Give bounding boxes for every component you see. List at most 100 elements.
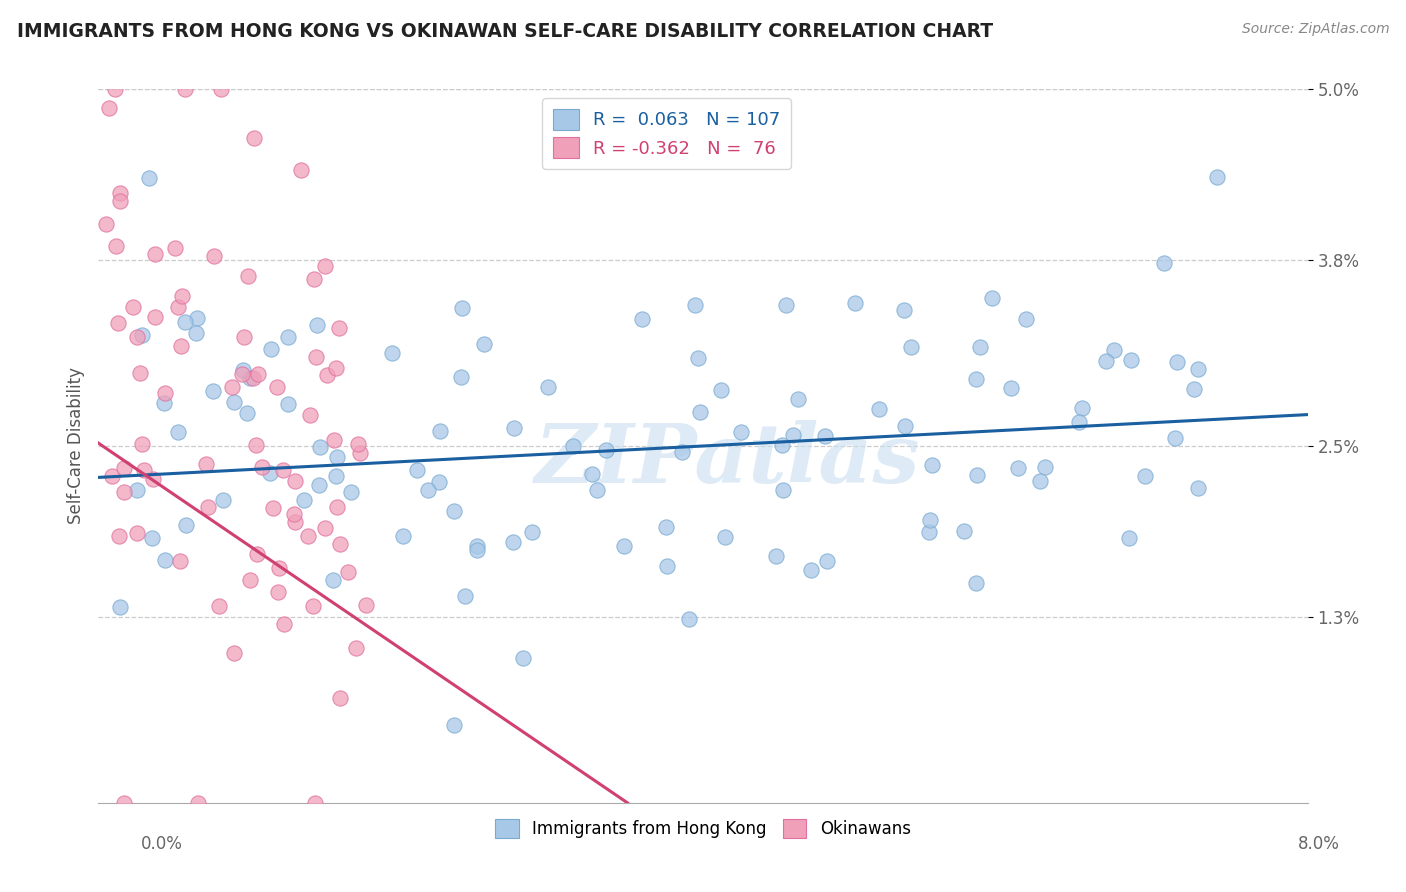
Point — [465, 542, 488, 557]
Point — [284, 515, 307, 529]
Point — [709, 383, 731, 397]
Point — [174, 82, 197, 96]
Point — [283, 507, 305, 521]
Point — [815, 554, 838, 568]
Point — [1071, 401, 1094, 415]
Point — [305, 318, 328, 332]
Text: ZIPatlas: ZIPatlas — [534, 420, 920, 500]
Point — [277, 330, 299, 344]
Point — [630, 311, 652, 326]
Text: Source: ZipAtlas.com: Source: ZipAtlas.com — [1241, 22, 1389, 37]
Point — [315, 368, 337, 383]
Point — [953, 524, 976, 539]
Point — [1182, 382, 1205, 396]
Point — [918, 513, 941, 527]
Point — [101, 469, 124, 483]
Point — [224, 394, 246, 409]
Point — [174, 518, 197, 533]
Point — [657, 559, 679, 574]
Point — [292, 492, 315, 507]
Point — [322, 574, 344, 588]
Point — [201, 384, 224, 398]
Point — [451, 301, 474, 315]
Point — [581, 467, 603, 482]
Point — [104, 82, 127, 96]
Point — [1000, 380, 1022, 394]
Point — [250, 459, 273, 474]
Point — [309, 440, 332, 454]
Point — [868, 402, 890, 417]
Point — [165, 241, 187, 255]
Point — [770, 438, 793, 452]
Point — [131, 327, 153, 342]
Point — [429, 424, 451, 438]
Point — [1095, 353, 1118, 368]
Point — [329, 536, 352, 550]
Point — [655, 520, 678, 534]
Point — [108, 599, 131, 614]
Point — [169, 554, 191, 568]
Point — [965, 372, 987, 386]
Point — [714, 531, 737, 545]
Point — [108, 186, 131, 200]
Point — [450, 370, 472, 384]
Point — [772, 483, 794, 497]
Point — [221, 380, 243, 394]
Point — [537, 380, 560, 394]
Point — [980, 291, 1002, 305]
Point — [336, 566, 359, 580]
Point — [239, 371, 262, 385]
Point — [765, 549, 787, 563]
Point — [1119, 352, 1142, 367]
Point — [242, 371, 264, 385]
Point — [965, 575, 987, 590]
Point — [1153, 256, 1175, 270]
Point — [153, 386, 176, 401]
Point — [730, 425, 752, 439]
Point — [197, 500, 219, 515]
Point — [1007, 461, 1029, 475]
Point — [683, 298, 706, 312]
Point — [170, 289, 193, 303]
Point — [195, 458, 218, 472]
Point — [381, 346, 404, 360]
Point — [1133, 469, 1156, 483]
Point — [290, 162, 312, 177]
Point — [969, 340, 991, 354]
Point — [392, 529, 415, 543]
Point — [844, 295, 866, 310]
Point — [277, 397, 299, 411]
Point — [173, 315, 195, 329]
Point — [236, 406, 259, 420]
Point — [112, 461, 135, 475]
Point — [326, 500, 349, 514]
Point — [208, 599, 231, 614]
Point — [166, 300, 188, 314]
Point — [112, 796, 135, 810]
Point — [1067, 415, 1090, 429]
Point — [416, 483, 439, 497]
Point — [893, 303, 915, 318]
Point — [800, 563, 823, 577]
Point — [1029, 474, 1052, 488]
Point — [585, 483, 607, 498]
Point — [143, 247, 166, 261]
Point — [125, 483, 148, 498]
Point — [233, 330, 256, 344]
Point — [454, 590, 477, 604]
Point — [1206, 169, 1229, 184]
Point — [775, 298, 797, 312]
Point — [155, 553, 177, 567]
Point — [266, 380, 288, 394]
Point — [512, 651, 534, 665]
Point — [814, 428, 837, 442]
Point — [142, 472, 165, 486]
Point — [243, 130, 266, 145]
Point — [297, 529, 319, 543]
Point — [314, 521, 336, 535]
Point — [900, 340, 922, 354]
Point — [246, 367, 269, 381]
Point — [443, 504, 465, 518]
Point — [304, 796, 326, 810]
Point — [246, 547, 269, 561]
